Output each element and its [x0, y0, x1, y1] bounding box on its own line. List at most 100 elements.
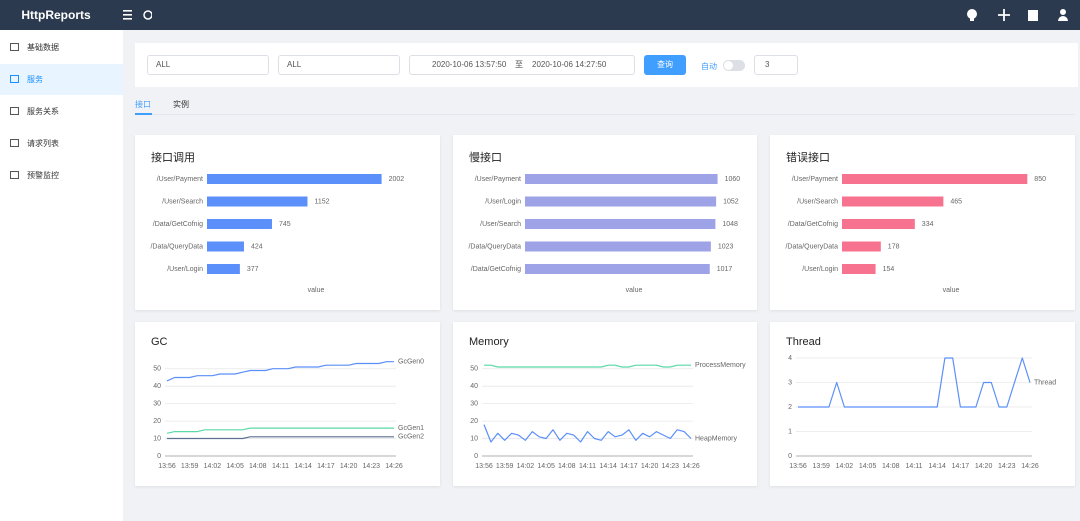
menu-item[interactable]: 服务	[0, 64, 123, 95]
chart-card: Thread 0 1 2 3 4 13:56 13:59 14:02 14:05 14:08 14:1…	[770, 322, 1075, 486]
x-tick-label: 14:20	[975, 463, 993, 470]
menu-item[interactable]: 基础数据	[0, 32, 123, 63]
y-tick-label: 20	[153, 418, 161, 425]
series-label: GcGen0	[398, 359, 424, 366]
x-tick-label: 14:11	[272, 463, 289, 470]
header-icons[interactable]	[122, 9, 152, 21]
series-line	[166, 427, 394, 434]
x-tick-label: 14:02	[836, 463, 854, 470]
value-label: 1048	[722, 221, 738, 228]
select-value: ALL	[287, 60, 302, 69]
y-tick-label: 0	[788, 453, 792, 460]
x-tick-label: 14:05	[537, 463, 555, 470]
end-time: 2020-10-06 14:27:50	[532, 60, 607, 69]
x-tick-label: 13:56	[158, 463, 176, 470]
x-tick-label: 14:08	[558, 463, 576, 470]
chart-card: 接口调用/User/Payment 2002/User/Search 1152/Da…	[135, 135, 440, 310]
tab-divider	[135, 114, 1075, 115]
category-label: /Data/GetCofnig	[471, 266, 521, 273]
menu-item[interactable]: 预警监控	[0, 160, 123, 191]
category-label: /User/Login	[802, 266, 838, 273]
x-axis-label: value	[308, 287, 325, 294]
value-label: 745	[279, 221, 291, 228]
start-time: 2020-10-06 13:57:50	[432, 60, 507, 69]
bar	[842, 264, 876, 274]
bar	[207, 196, 308, 207]
auto-label: 自动	[701, 62, 717, 71]
chart: /User/Payment 1060/User/Login 1052/User/Se…	[468, 174, 741, 294]
category-label: /User/Search	[480, 221, 521, 228]
bar	[842, 174, 1028, 184]
x-tick-label: 14:23	[662, 463, 680, 470]
query-button[interactable]: 查询	[644, 55, 686, 75]
chart: /User/Payment 2002/User/Search 1152/Data/G…	[150, 174, 405, 294]
category-label: /Data/QueryData	[468, 243, 521, 250]
tab[interactable]: 实例	[173, 100, 189, 109]
bar	[525, 241, 711, 252]
bar	[525, 174, 718, 184]
date-range[interactable]: 2020-10-06 13:57:50 至 2020-10-06 14:27:5…	[409, 55, 635, 75]
x-tick-label: 14:08	[249, 463, 267, 470]
app-title: HttpReports	[21, 8, 91, 22]
series-label: GcGen2	[398, 434, 424, 441]
bar	[525, 196, 717, 207]
category-label: /Data/QueryData	[150, 243, 203, 250]
y-tick-label: 50	[470, 366, 478, 373]
service-select[interactable]: ALL	[147, 55, 269, 75]
x-tick-label: 14:14	[599, 463, 617, 470]
y-tick-label: 2	[788, 404, 792, 411]
y-tick-label: 50	[153, 366, 161, 373]
x-tick-label: 13:56	[475, 463, 493, 470]
y-tick-label: 40	[153, 383, 161, 390]
x-axis-label: value	[943, 287, 960, 294]
category-label: /Data/GetCofnig	[788, 221, 838, 228]
chart-title: GC	[151, 336, 168, 348]
value-label: 2002	[389, 176, 405, 183]
menu-item[interactable]: 请求列表	[0, 128, 123, 159]
y-tick-label: 3	[788, 379, 792, 386]
interval-input[interactable]: 3	[754, 55, 798, 75]
filter-panel: ALL ALL 2020-10-06 13:57:50 至 2020-10-06…	[135, 43, 1078, 87]
category-label: /User/Payment	[792, 176, 838, 183]
series-label: GcGen1	[398, 425, 424, 432]
value-label: 1152	[314, 198, 329, 205]
x-tick-label: 14:20	[641, 463, 659, 470]
x-tick-label: 14:26	[1021, 463, 1039, 470]
instance-select[interactable]: ALL	[278, 55, 400, 75]
x-tick-label: 14:02	[204, 463, 222, 470]
x-tick-label: 14:11	[579, 463, 596, 470]
category-label: /User/Search	[162, 198, 203, 205]
x-tick-label: 14:17	[952, 463, 970, 470]
category-label: /User/Payment	[475, 176, 521, 183]
value-label: 154	[883, 266, 895, 273]
chart-card: 慢接口/User/Payment 1060/User/Login 1052/User…	[453, 135, 757, 310]
chart-title: 慢接口	[469, 152, 502, 164]
series-line	[483, 424, 692, 443]
x-tick-label: 14:02	[517, 463, 535, 470]
x-tick-label: 14:17	[317, 463, 335, 470]
category-label: /User/Login	[167, 266, 203, 273]
value-label: 1060	[725, 176, 741, 183]
menu-item[interactable]: 服务关系	[0, 96, 123, 127]
x-tick-label: 14:26	[385, 463, 403, 470]
auto-toggle[interactable]	[723, 60, 745, 71]
x-tick-label: 13:59	[496, 463, 514, 470]
x-tick-label: 14:20	[340, 463, 358, 470]
x-axis-label: value	[626, 287, 643, 294]
input-value: 3	[765, 60, 770, 69]
tab[interactable]: 接口	[135, 100, 151, 109]
series-label: Thread	[1034, 379, 1056, 386]
button-label: 查询	[657, 60, 673, 69]
toolbar-icons[interactable]	[965, 8, 1075, 23]
range-separator: 至	[515, 60, 523, 69]
series-line	[167, 436, 394, 440]
chart-card: 错误接口/User/Payment 850/User/Search 465/Data…	[770, 135, 1075, 310]
series-line	[798, 357, 1031, 408]
bar	[525, 219, 716, 229]
chart: /User/Payment 850/User/Search 465/Data/Get…	[785, 174, 1046, 294]
bar	[842, 196, 944, 207]
y-tick-label: 30	[153, 400, 161, 407]
